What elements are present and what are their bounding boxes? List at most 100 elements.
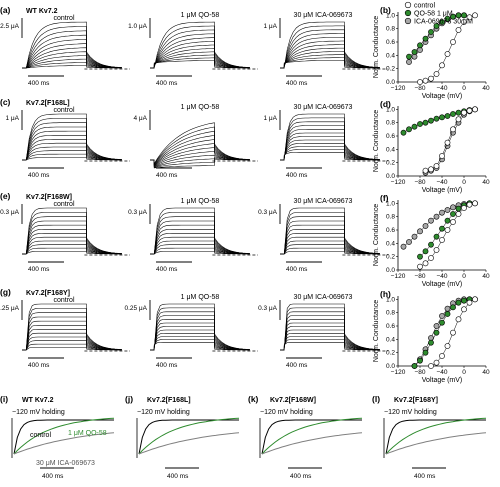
y-tick-label: 0.0 [386, 79, 395, 86]
data-point [422, 119, 429, 126]
x-axis-label: Voltage (mV) [422, 93, 462, 100]
condition-label: 1 μM QO-58 [181, 198, 220, 205]
data-point [466, 299, 473, 306]
row-title: Kv7.2[F168Y] [26, 290, 70, 297]
current-trace [150, 37, 250, 69]
current-trace [150, 25, 250, 69]
current-trace [22, 207, 122, 255]
y-tick-label: 0.2 [386, 160, 395, 167]
panel-letter: (g) [0, 287, 11, 297]
gv-plot: (d) 0.0 0.2 0.4 0.6 0.8 1.0 −120 −80 −40 0 40 Voltag… [373, 99, 490, 194]
time-scale-label: 400 ms [28, 80, 50, 87]
data-point [450, 13, 456, 20]
y-tick-label: 1.0 [386, 12, 395, 19]
legend-marker [404, 1, 412, 9]
data-point [433, 359, 440, 366]
data-point [439, 319, 445, 326]
panel-letter: (h) [380, 289, 391, 299]
data-point [455, 299, 462, 306]
current-trace [22, 118, 122, 161]
data-point [472, 296, 478, 303]
data-point [428, 339, 434, 346]
x-tick-label: −80 [414, 85, 425, 92]
current-trace [22, 220, 122, 255]
data-point [433, 247, 440, 253]
data-point [466, 201, 473, 208]
panel-title: Kv7.2[F168W] [270, 397, 316, 404]
x-tick-label: 0 [462, 369, 466, 376]
condition-label: control [53, 297, 74, 304]
condition-label: control [53, 15, 74, 22]
x-tick-label: −120 [391, 85, 406, 92]
current-trace [150, 48, 250, 69]
gv-plot: (f) 0.0 0.2 0.4 0.6 0.8 1.0 −120 −80 −40 0 40 Voltag… [373, 193, 490, 288]
row-title: Kv7.2[F168L] [26, 100, 70, 107]
current-trace [280, 319, 380, 351]
x-axis-label: Voltage (mV) [422, 377, 462, 384]
current-trace [280, 132, 380, 161]
y-tick-label: 0.4 [386, 52, 395, 59]
data-point [472, 12, 478, 19]
current-trace [150, 303, 250, 351]
y-axis-label: Norm. Conductance [373, 110, 380, 172]
current-trace [22, 26, 122, 69]
activation-trace [138, 417, 240, 455]
data-point [466, 14, 473, 21]
current-trace [22, 233, 122, 255]
y-tick-label: 0.4 [386, 240, 395, 247]
y-tick-label: 1.0 [386, 106, 395, 113]
trace-row: (e) Kv7.2[F168W]control 1 μM QO-58 30 μM IC… [0, 191, 388, 273]
current-trace [280, 117, 380, 161]
current-trace [150, 126, 250, 165]
data-point [444, 343, 451, 349]
data-point [439, 237, 445, 243]
current-trace [280, 329, 380, 351]
data-point [450, 219, 456, 225]
data-point [455, 116, 462, 123]
current-trace [280, 303, 380, 351]
gv-plot: (h) 0.0 0.2 0.4 0.6 0.8 1.0 −120 −80 −40 0 40 Voltag… [373, 289, 490, 384]
data-point [406, 53, 412, 60]
current-trace [150, 151, 250, 167]
current-trace [150, 143, 250, 167]
y-tick-label: 0.2 [386, 350, 395, 357]
x-tick-label: −80 [414, 369, 425, 376]
legend-label: QO-58 1 μM [414, 11, 453, 18]
data-point [428, 117, 434, 124]
panel-letter: (a) [0, 5, 11, 15]
x-axis-label: Voltage (mV) [422, 281, 462, 288]
current-trace [280, 315, 380, 351]
current-trace [150, 29, 250, 69]
data-point [422, 167, 429, 174]
activation-trace [385, 432, 487, 455]
trace-label-control: control [30, 432, 51, 439]
activation-trace [13, 432, 115, 455]
y-axis-label: Norm. Conductance [373, 300, 380, 362]
current-scale-label: 1 μA [263, 23, 277, 30]
y-tick-label: 0.6 [386, 39, 395, 46]
time-scale-label: 400 ms [156, 172, 178, 179]
data-point [466, 107, 473, 114]
data-point [433, 115, 440, 122]
data-point [439, 62, 445, 69]
data-point [461, 19, 467, 25]
data-point [444, 139, 451, 146]
x-tick-label: −40 [436, 369, 447, 376]
trace-row: (g) Kv7.2[F168Y]control 1 μM QO-58 30 μM IC… [0, 287, 388, 369]
holding-panel: (j) Kv7.2[F168L] −120 mV holding 400 ms [125, 394, 240, 480]
time-scale-label: 400 ms [156, 80, 178, 87]
current-trace [22, 332, 122, 351]
current-scale-label: 0.3 μA [128, 209, 148, 216]
current-trace [150, 212, 250, 255]
condition-label: 1 μM QO-58 [181, 294, 220, 301]
data-point [433, 323, 440, 329]
panel-letter: (l) [372, 394, 380, 404]
x-tick-label: −40 [436, 273, 447, 280]
y-tick-label: 0.6 [386, 227, 395, 234]
current-trace [150, 322, 250, 351]
current-trace [280, 129, 380, 161]
current-trace [280, 113, 380, 161]
current-scale-label: 1.0 μA [128, 23, 148, 30]
current-trace [150, 315, 250, 351]
